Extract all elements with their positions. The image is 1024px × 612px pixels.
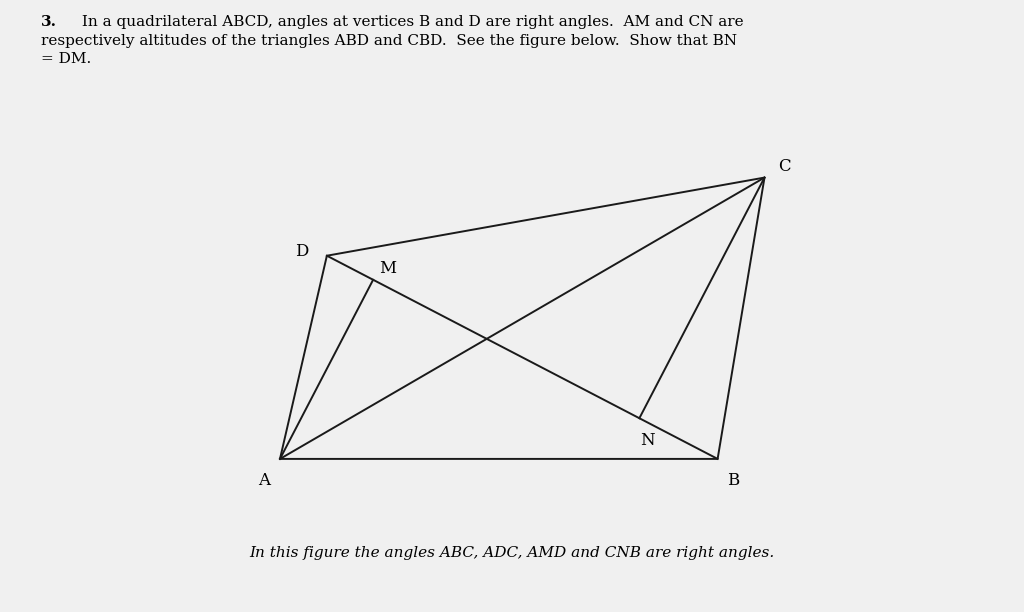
Text: N: N	[640, 431, 654, 449]
Text: respectively altitudes of the triangles ABD and CBD.  See the figure below.  Sho: respectively altitudes of the triangles …	[41, 34, 737, 48]
Text: B: B	[727, 472, 739, 489]
Text: M: M	[379, 260, 395, 277]
Text: C: C	[778, 158, 792, 175]
Text: D: D	[295, 242, 308, 259]
Text: = DM.: = DM.	[41, 52, 91, 66]
Text: 3.: 3.	[41, 15, 57, 29]
Text: In a quadrilateral ABCD, angles at vertices B and D are right angles.  AM and CN: In a quadrilateral ABCD, angles at verti…	[77, 15, 743, 29]
Text: In this figure the angles ABC, ADC, AMD and CNB are right angles.: In this figure the angles ABC, ADC, AMD …	[250, 546, 774, 560]
Text: A: A	[258, 472, 270, 489]
